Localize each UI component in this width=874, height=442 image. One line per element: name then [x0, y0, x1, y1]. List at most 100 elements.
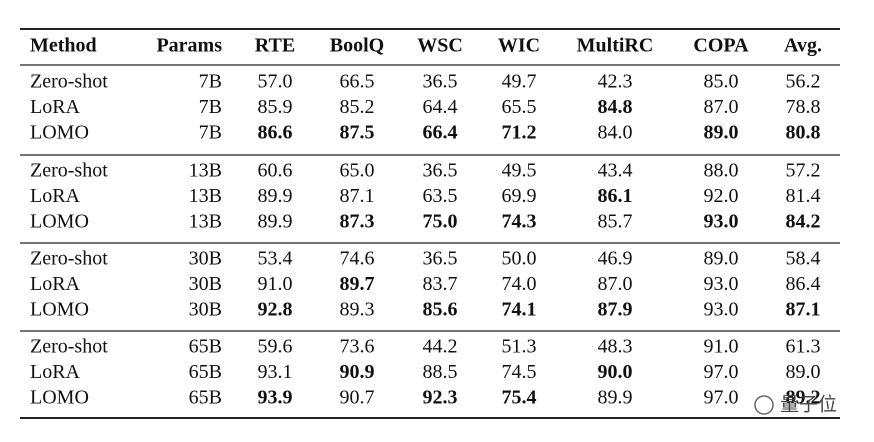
table-cell: 89.9: [258, 185, 293, 207]
table-cell: Zero-shot: [30, 71, 108, 93]
table-cell: 74.0: [502, 273, 537, 295]
table-cell: 7B: [199, 96, 222, 118]
table-cell: 89.0: [786, 361, 821, 383]
table-cell: 85.6: [423, 299, 458, 321]
table-cell: 93.0: [704, 273, 739, 295]
table-cell: 66.4: [423, 122, 458, 144]
table-cell: 91.0: [258, 273, 293, 295]
table-cell: 51.3: [502, 336, 537, 358]
table-cell: 86.1: [598, 185, 633, 207]
table-cell: 74.3: [502, 211, 537, 233]
table-cell: 81.4: [786, 185, 821, 207]
table-cell: 90.9: [340, 361, 375, 383]
table-cell: 63.5: [423, 185, 458, 207]
table-cell: 48.3: [598, 336, 633, 358]
table-cell: 87.9: [598, 299, 633, 321]
table-cell: LOMO: [30, 122, 89, 144]
table-cell: 80.8: [786, 122, 821, 144]
table-cell: 65.5: [502, 96, 537, 118]
table-cell: 92.8: [258, 299, 293, 321]
table-cell: 84.2: [786, 211, 821, 233]
table-cell: 7B: [199, 71, 222, 93]
column-header: Avg.: [784, 35, 822, 57]
table-cell: 74.6: [340, 248, 375, 270]
table-cell: 97.0: [704, 387, 739, 409]
table-cell: 75.0: [423, 211, 458, 233]
table-cell: 49.7: [502, 71, 537, 93]
table-cell: 65.0: [340, 160, 375, 182]
table-cell: Zero-shot: [30, 160, 108, 182]
table-cell: LOMO: [30, 211, 89, 233]
table-cell: 87.1: [340, 185, 375, 207]
table-cell: 90.7: [340, 387, 375, 409]
table-cell: 92.3: [423, 387, 458, 409]
table-cell: 85.0: [704, 71, 739, 93]
table-cell: 42.3: [598, 71, 633, 93]
table-cell: 89.0: [704, 248, 739, 270]
table-cell: 56.2: [786, 71, 821, 93]
table-cell: 50.0: [502, 248, 537, 270]
table-cell: 36.5: [423, 71, 458, 93]
table-cell: 65B: [189, 361, 222, 383]
table-cell: LoRA: [30, 185, 81, 207]
table-cell: 86.4: [786, 273, 821, 295]
table-cell: Zero-shot: [30, 336, 108, 358]
table-cell: 64.4: [423, 96, 458, 118]
table-cell: 89.9: [258, 211, 293, 233]
table-cell: 84.0: [598, 122, 633, 144]
table-cell: 85.7: [598, 211, 633, 233]
watermark-icon: [754, 395, 774, 415]
table-cell: 74.5: [502, 361, 537, 383]
table-cell: 93.0: [704, 211, 739, 233]
table-cell: 66.5: [340, 71, 375, 93]
column-header: WIC: [498, 35, 540, 57]
table-cell: 88.5: [423, 361, 458, 383]
table-cell: LoRA: [30, 273, 81, 295]
column-header: MultiRC: [577, 35, 654, 57]
table-cell: 57.2: [786, 160, 821, 182]
table-cell: 86.6: [258, 122, 293, 144]
table-cell: 74.1: [502, 299, 537, 321]
table-cell: 30B: [189, 248, 222, 270]
table-cell: 13B: [189, 211, 222, 233]
table-cell: 46.9: [598, 248, 633, 270]
table-cell: 73.6: [340, 336, 375, 358]
table-cell: 44.2: [423, 336, 458, 358]
table-cell: Zero-shot: [30, 248, 108, 270]
table-cell: 49.5: [502, 160, 537, 182]
column-header: Method: [30, 35, 97, 57]
table-cell: 43.4: [598, 160, 633, 182]
table-cell: 88.0: [704, 160, 739, 182]
table-cell: 75.4: [502, 387, 537, 409]
column-header: Params: [156, 35, 222, 57]
table-cell: 7B: [199, 122, 222, 144]
table-cell: 90.0: [598, 361, 633, 383]
table-cell: 58.4: [786, 248, 821, 270]
table-cell: 93.1: [258, 361, 293, 383]
table-cell: 78.8: [786, 96, 821, 118]
table-cell: 93.0: [704, 299, 739, 321]
table-cell: 89.2: [786, 387, 821, 409]
table-cell: 36.5: [423, 160, 458, 182]
table-cell: 89.3: [340, 299, 375, 321]
table-cell: 36.5: [423, 248, 458, 270]
table-cell: 53.4: [258, 248, 293, 270]
table-cell: 87.0: [598, 273, 633, 295]
table-cell: 71.2: [502, 122, 537, 144]
column-header: RTE: [255, 35, 295, 57]
column-header: WSC: [417, 35, 463, 57]
table-cell: 60.6: [258, 160, 293, 182]
table-cell: 87.1: [786, 299, 821, 321]
column-header: BoolQ: [330, 35, 384, 57]
table-cell: 30B: [189, 299, 222, 321]
column-header: COPA: [693, 35, 749, 57]
table-cell: 93.9: [258, 387, 293, 409]
table-cell: 83.7: [423, 273, 458, 295]
table-cell: 87.0: [704, 96, 739, 118]
table-cell: 91.0: [704, 336, 739, 358]
table-cell: 85.2: [340, 96, 375, 118]
table-cell: 97.0: [704, 361, 739, 383]
table-cell: 89.0: [704, 122, 739, 144]
